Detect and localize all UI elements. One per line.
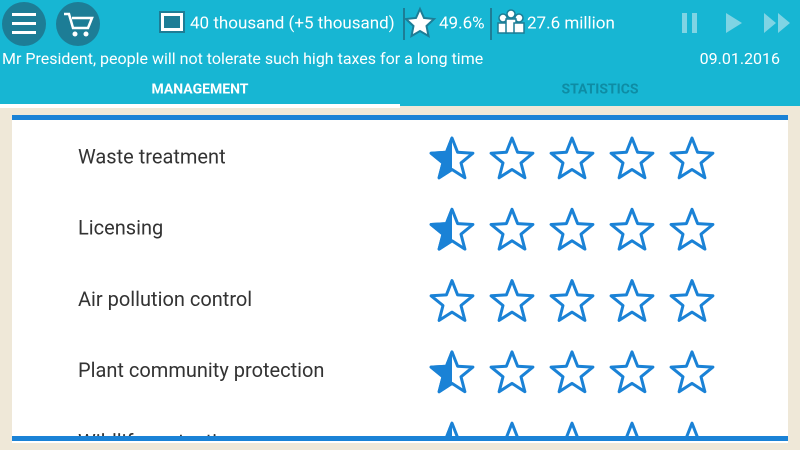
star	[549, 279, 595, 322]
tab-indicator	[0, 104, 400, 108]
population-icon	[497, 9, 525, 34]
tab[interactable]: MANAGEMENT	[152, 82, 249, 98]
card	[12, 115, 788, 443]
money-icon	[159, 11, 185, 33]
star	[609, 279, 655, 322]
top-bar	[0, 0, 800, 106]
star	[609, 350, 655, 394]
star	[489, 136, 535, 180]
star	[565, 421, 579, 436]
rows: Waste treatment Licensing Air pollution co…	[78, 136, 715, 450]
star	[445, 421, 459, 436]
star	[669, 136, 715, 180]
star	[625, 421, 639, 436]
population: 27.6 million	[527, 13, 615, 33]
star	[429, 136, 475, 180]
date: 09.01.2016	[700, 49, 780, 68]
star	[549, 207, 595, 251]
card-border-bottom	[12, 436, 788, 441]
approval: 49.6%	[439, 13, 485, 33]
star	[669, 350, 715, 394]
star	[429, 207, 475, 251]
row-label: Wildlife protection	[78, 429, 239, 450]
star	[429, 279, 475, 322]
star	[489, 279, 535, 322]
star	[549, 350, 595, 394]
row-label: Air pollution control	[78, 287, 252, 311]
star	[685, 421, 699, 436]
menu-button[interactable]	[2, 2, 46, 46]
approval-icon	[403, 6, 437, 38]
tab[interactable]: STATISTICS	[561, 82, 638, 98]
advisor-message: Mr President, people will not tolerate s…	[2, 49, 483, 68]
star	[609, 136, 655, 180]
star	[669, 279, 715, 322]
pause-button[interactable]	[682, 13, 697, 33]
card-border-top	[12, 115, 788, 120]
star	[609, 207, 655, 251]
row-label: Waste treatment	[78, 144, 226, 168]
money: 40 thousand (+5 thousand)	[190, 13, 395, 33]
shop-button[interactable]	[56, 2, 100, 46]
star	[505, 421, 519, 436]
fast-forward-button[interactable]	[764, 13, 790, 33]
row-label: Plant community protection	[78, 358, 324, 382]
row-label: Licensing	[78, 216, 163, 240]
star	[489, 350, 535, 394]
play-button[interactable]	[726, 13, 742, 33]
star	[429, 350, 475, 394]
star	[489, 207, 535, 251]
star	[549, 136, 595, 180]
star	[669, 207, 715, 251]
